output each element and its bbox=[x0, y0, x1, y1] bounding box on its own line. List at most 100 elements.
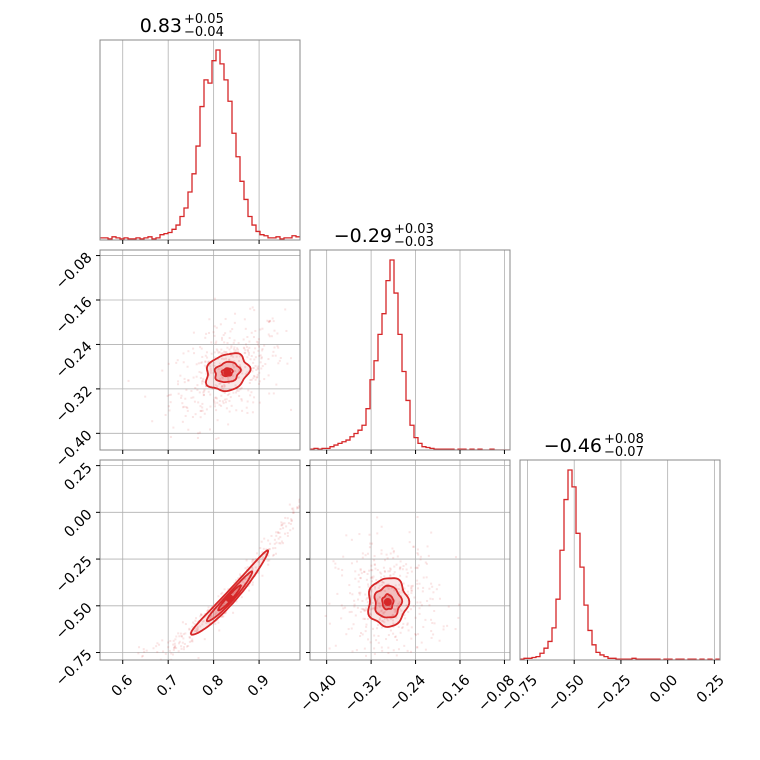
sample-point bbox=[187, 645, 190, 648]
sample-point bbox=[244, 567, 247, 570]
sample-point bbox=[141, 655, 144, 658]
sample-point bbox=[400, 589, 403, 592]
sample-point bbox=[304, 390, 306, 392]
sample-point bbox=[332, 560, 335, 563]
peak-marker bbox=[383, 598, 392, 607]
sample-point bbox=[365, 578, 368, 581]
sample-point bbox=[200, 613, 203, 616]
sample-point bbox=[204, 354, 207, 357]
sample-point bbox=[217, 351, 220, 354]
sample-point bbox=[357, 573, 360, 576]
sample-point bbox=[367, 638, 370, 641]
y-tick-label: −0.40 bbox=[53, 428, 96, 471]
sample-point bbox=[228, 392, 231, 395]
sample-point bbox=[188, 628, 191, 631]
sample-point bbox=[137, 674, 139, 676]
sample-point bbox=[298, 504, 300, 507]
sample-point bbox=[217, 358, 220, 361]
sample-point bbox=[279, 528, 282, 531]
y-tick-label: −0.50 bbox=[53, 600, 96, 643]
sample-point bbox=[376, 598, 379, 601]
sample-point bbox=[417, 587, 420, 590]
sample-point bbox=[378, 604, 381, 607]
sample-point bbox=[210, 341, 213, 344]
sample-point bbox=[442, 628, 445, 631]
sample-point bbox=[235, 409, 238, 412]
sample-point bbox=[187, 350, 190, 353]
sample-point bbox=[164, 652, 167, 655]
sample-point bbox=[173, 646, 176, 649]
sample-point bbox=[357, 405, 359, 407]
sample-point bbox=[223, 383, 226, 386]
sample-point bbox=[250, 378, 253, 381]
sample-point bbox=[258, 354, 261, 357]
sample-point bbox=[458, 603, 461, 606]
sample-point bbox=[183, 377, 186, 380]
sample-point bbox=[197, 362, 200, 365]
sample-point bbox=[136, 669, 138, 671]
sample-point bbox=[430, 531, 433, 534]
sample-point bbox=[392, 649, 395, 652]
sample-point bbox=[180, 645, 183, 648]
sample-point bbox=[181, 641, 184, 644]
sample-point bbox=[371, 608, 374, 611]
sample-point bbox=[416, 582, 419, 585]
sample-point bbox=[390, 586, 393, 589]
sample-point bbox=[198, 370, 201, 373]
sample-point bbox=[393, 565, 396, 568]
sample-point bbox=[274, 547, 277, 550]
sample-point bbox=[344, 606, 347, 609]
sample-point bbox=[341, 574, 344, 577]
sample-point bbox=[364, 654, 367, 657]
axes-frame bbox=[309, 249, 511, 451]
sample-point bbox=[389, 568, 392, 571]
sample-point bbox=[398, 566, 401, 569]
sample-point bbox=[366, 552, 369, 555]
sample-point bbox=[212, 372, 215, 375]
sample-point bbox=[247, 389, 250, 392]
sample-point bbox=[216, 401, 219, 404]
sample-point bbox=[379, 596, 382, 599]
sample-point bbox=[352, 623, 355, 626]
y-tick-label: −0.32 bbox=[53, 383, 96, 426]
sample-point bbox=[288, 503, 291, 506]
sample-point bbox=[393, 589, 396, 592]
sample-point bbox=[412, 545, 415, 548]
sample-point bbox=[410, 589, 413, 592]
sample-point bbox=[413, 596, 416, 599]
sample-point bbox=[435, 588, 438, 591]
sample-point bbox=[109, 674, 111, 676]
sample-point bbox=[375, 639, 378, 642]
sample-point bbox=[243, 318, 246, 321]
sample-point bbox=[137, 652, 140, 655]
sample-point bbox=[383, 570, 386, 573]
sample-point bbox=[351, 650, 354, 653]
sample-point bbox=[414, 616, 417, 619]
sample-point bbox=[387, 583, 390, 586]
sample-point bbox=[371, 577, 374, 580]
sample-point bbox=[369, 576, 372, 579]
sample-point bbox=[306, 486, 308, 488]
sample-point bbox=[391, 614, 394, 617]
sample-point bbox=[161, 639, 164, 642]
y-tick-label: −0.25 bbox=[53, 553, 96, 596]
sample-point bbox=[275, 541, 278, 544]
sample-point bbox=[224, 401, 227, 404]
sample-point bbox=[422, 625, 425, 628]
sample-point bbox=[379, 571, 382, 574]
sample-point bbox=[246, 371, 249, 374]
sample-point bbox=[356, 606, 359, 609]
sample-point bbox=[244, 372, 247, 375]
sample-point bbox=[331, 661, 333, 663]
sample-point bbox=[151, 420, 154, 423]
sample-point bbox=[391, 613, 394, 616]
sample-point bbox=[170, 658, 173, 660]
sample-point bbox=[182, 633, 185, 636]
sample-point bbox=[290, 408, 293, 411]
sample-point bbox=[290, 357, 293, 360]
sample-point bbox=[205, 372, 208, 375]
sample-point bbox=[401, 591, 404, 594]
sample-point bbox=[163, 661, 165, 663]
sample-point bbox=[199, 409, 202, 412]
sample-point bbox=[275, 534, 278, 537]
